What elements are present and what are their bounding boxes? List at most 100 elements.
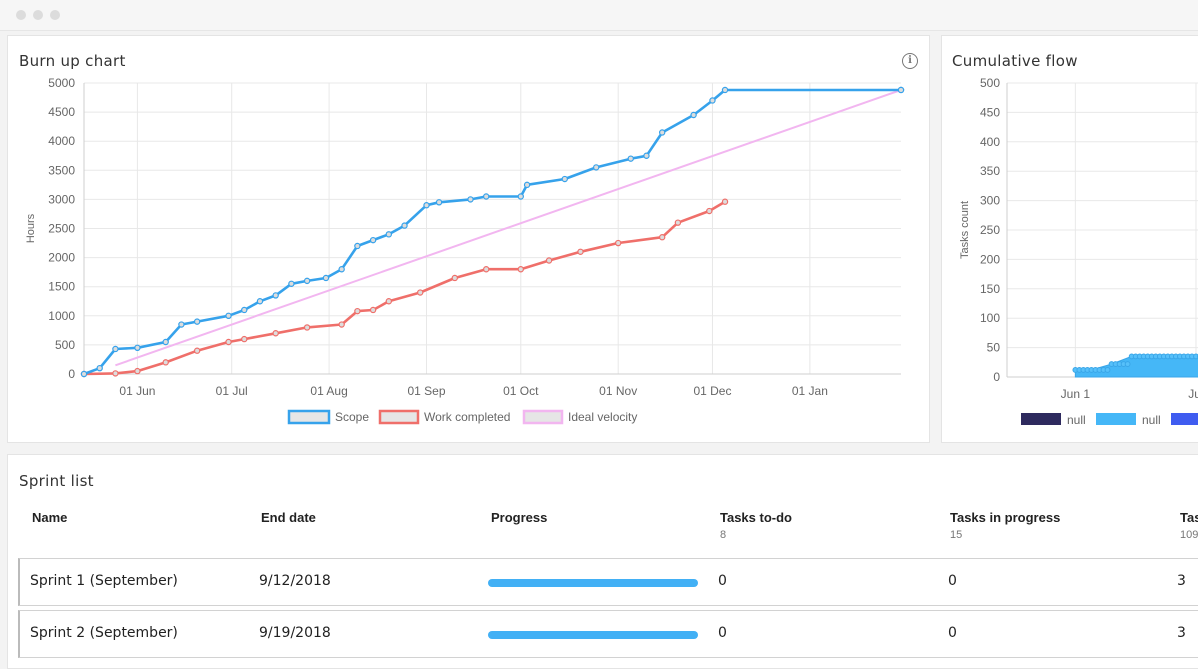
- cumulative-point: [1125, 362, 1130, 367]
- y-tick-label: 500: [55, 338, 75, 352]
- scope-point: [163, 339, 168, 344]
- x-tick-label: 01 Jan: [792, 384, 828, 398]
- legend-ideal-velocity-label: Ideal velocity: [568, 410, 637, 424]
- scope-point: [273, 293, 278, 298]
- window-minimize-button[interactable]: [33, 10, 43, 20]
- work-completed-point: [273, 331, 278, 336]
- legend-work-completed-label: Work completed: [424, 410, 510, 424]
- y-tick-label: 300: [980, 194, 1000, 208]
- scope-point: [179, 322, 184, 327]
- work-completed-point: [163, 360, 168, 365]
- scope-point: [355, 243, 360, 248]
- y-tick-label: 4500: [48, 105, 75, 119]
- scope-point: [691, 112, 696, 117]
- window-zoom-button[interactable]: [50, 10, 60, 20]
- work-completed-point: [386, 299, 391, 304]
- x-tick-label: Jun 1: [1061, 387, 1091, 401]
- scope-point: [484, 194, 489, 199]
- legend-label: null: [1067, 413, 1086, 427]
- work-completed-point: [135, 368, 140, 373]
- legend-swatch: [1096, 413, 1136, 425]
- scope-point: [710, 98, 715, 103]
- scope-point: [660, 130, 665, 135]
- work-completed-point: [418, 290, 423, 295]
- work-completed-point: [339, 322, 344, 327]
- y-tick-label: 200: [980, 252, 1000, 266]
- legend-ideal-velocity-swatch: [524, 411, 562, 423]
- work-completed-point: [195, 348, 200, 353]
- sprint-progress-bar: [488, 631, 698, 639]
- y-tick-label: 4000: [48, 134, 75, 148]
- work-completed-point: [546, 258, 551, 263]
- y-tick-label: 150: [980, 282, 1000, 296]
- work-completed-point: [660, 235, 665, 240]
- y-tick-label: 3000: [48, 192, 75, 206]
- work-completed-point: [707, 208, 712, 213]
- y-tick-label: 50: [987, 341, 1001, 355]
- scope-point: [81, 371, 86, 376]
- y-tick-label: 450: [980, 105, 1000, 119]
- col-progress-header[interactable]: Progress: [491, 510, 547, 525]
- x-tick-label: 01 Aug: [310, 384, 347, 398]
- y-tick-label: 1000: [48, 309, 75, 323]
- scope-point: [195, 319, 200, 324]
- work-completed-point: [226, 339, 231, 344]
- scope-point: [257, 299, 262, 304]
- work-completed-point: [578, 249, 583, 254]
- scope-point: [305, 278, 310, 283]
- cumulative-area-series: [1075, 356, 1198, 377]
- col-tasks-in-progress-header[interactable]: Tasks in progress: [950, 510, 1060, 525]
- work-completed-point: [452, 275, 457, 280]
- work-completed-point: [722, 199, 727, 204]
- scope-point: [135, 345, 140, 350]
- scope-point: [644, 153, 649, 158]
- window-close-button[interactable]: [16, 10, 26, 20]
- x-tick-label: 01 Oct: [503, 384, 539, 398]
- y-tick-label: 3500: [48, 163, 75, 177]
- table-row[interactable]: Sprint 2 (September) 9/19/2018 0 0 3: [18, 610, 1198, 658]
- y-tick-label: 1500: [48, 280, 75, 294]
- work-completed-point: [675, 220, 680, 225]
- sprint-progress-bar: [488, 579, 698, 587]
- work-completed-point: [242, 336, 247, 341]
- y-tick-label: 2000: [48, 251, 75, 265]
- scope-point: [113, 346, 118, 351]
- y-tick-label: 0: [68, 367, 75, 381]
- scope-point: [518, 194, 523, 199]
- scope-point: [97, 366, 102, 371]
- scope-point: [323, 275, 328, 280]
- col-end-date-header[interactable]: End date: [261, 510, 316, 525]
- col-tasks-todo-header[interactable]: Tasks to-do: [720, 510, 792, 525]
- x-tick-label: 01 Dec: [693, 384, 731, 398]
- col-tasks-done-header[interactable]: Tas: [1180, 510, 1198, 525]
- scope-point: [468, 197, 473, 202]
- col-name-header[interactable]: Name: [32, 510, 67, 525]
- y-tick-label: 100: [980, 311, 1000, 325]
- col-tasks-in-progress-count: 15: [950, 529, 962, 541]
- sprint-end-date: 9/12/2018: [259, 573, 331, 589]
- col-tasks-todo-count: 8: [720, 529, 726, 541]
- y-tick-label: 500: [980, 76, 1000, 90]
- work-completed-point: [370, 307, 375, 312]
- work-completed-point: [616, 240, 621, 245]
- sprint-tasks-in-progress: 0: [948, 573, 957, 589]
- scope-point: [722, 87, 727, 92]
- sprint-tasks-in-progress: 0: [948, 625, 957, 641]
- col-tasks-done-count: 109: [1180, 529, 1198, 541]
- legend-scope-swatch: [289, 411, 329, 423]
- scope-point: [242, 307, 247, 312]
- x-tick-label: 01 Jul: [216, 384, 248, 398]
- legend-scope-label: Scope: [335, 410, 369, 424]
- scope-point: [898, 87, 903, 92]
- y-tick-label: 350: [980, 164, 1000, 178]
- table-row[interactable]: Sprint 1 (September) 9/12/2018 0 0 3: [18, 558, 1198, 606]
- scope-point: [339, 267, 344, 272]
- y-tick-label: 400: [980, 135, 1000, 149]
- scope-point: [424, 203, 429, 208]
- legend-label: null: [1142, 413, 1161, 427]
- y-axis-label: Hours: [25, 213, 37, 243]
- x-tick-label: Jul: [1188, 387, 1198, 401]
- ideal-velocity-line: [115, 90, 901, 365]
